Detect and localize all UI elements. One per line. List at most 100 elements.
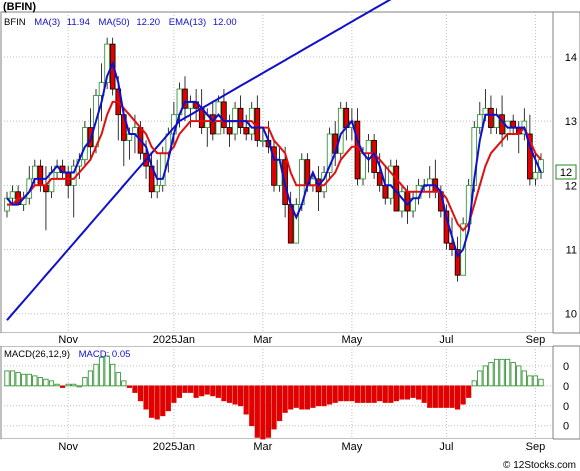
macd-bar (121, 380, 127, 387)
macd-bar (149, 385, 155, 418)
macd-bar (254, 385, 260, 438)
macd-bar (416, 385, 422, 400)
macd-bar (477, 370, 483, 387)
macd-bar (37, 377, 43, 387)
macd-bar (338, 385, 344, 402)
ema13-line (7, 100, 542, 232)
legend-ma50-value: 12.20 (136, 17, 160, 28)
month-label-upper: Mar (253, 334, 272, 346)
macd-bar (98, 357, 105, 387)
indicator-lines (6, 0, 542, 321)
month-strip-lower (1, 439, 553, 452)
macd-bar (54, 383, 60, 387)
month-label-lower: Nov (58, 441, 78, 453)
price-tick-label: 12 (565, 180, 577, 192)
macd-bar (137, 385, 144, 402)
macd-bar (388, 385, 394, 403)
macd-bar (160, 385, 166, 417)
macd-legend: MACD(26,12,9) MACD: 0.05 (4, 349, 130, 360)
candle-body (388, 165, 394, 199)
macd-bar (310, 385, 316, 408)
month-label-lower: Sep (526, 441, 546, 453)
macd-legend-value-label: MACD: (79, 349, 110, 360)
macd-bar (460, 385, 466, 405)
macd-bar (4, 370, 10, 387)
candle-body (454, 249, 461, 276)
macd-bar (276, 385, 283, 422)
macd-bar (454, 385, 461, 410)
macd-tick-label: 0 (563, 421, 569, 433)
macd-bar (332, 385, 338, 403)
macd-bar (371, 385, 377, 403)
macd-bar (360, 385, 366, 403)
legend-ma50-label: MA(50) (99, 17, 130, 28)
macd-bar (327, 385, 333, 405)
macd-bar (260, 385, 266, 440)
macd-bar (193, 385, 199, 398)
macd-bar (110, 363, 116, 387)
macd-bar (349, 385, 355, 402)
month-strip-upper (1, 333, 553, 346)
macd-tick-label: 0 (563, 361, 569, 373)
macd-bar (93, 363, 99, 387)
macd-axis-area (552, 345, 580, 440)
candle-body (182, 88, 188, 109)
macd-bar (9, 370, 16, 387)
candle-body (510, 120, 516, 128)
macd-bar (443, 385, 450, 408)
month-label-upper: Nov (58, 334, 78, 346)
candle-body (376, 172, 383, 186)
macd-bar (176, 385, 183, 398)
candle-body (365, 139, 372, 154)
macd-bar (232, 385, 238, 405)
macd-bar (482, 365, 488, 387)
macd-bar (288, 385, 294, 410)
ma3-line (6, 60, 542, 259)
price-axis-labels: 10 11 12 13 14 (565, 52, 577, 321)
candle-body (243, 127, 249, 135)
macd-bar (132, 385, 138, 393)
macd-bar (399, 385, 405, 400)
macd-bar (210, 385, 216, 397)
macd-bar (76, 385, 82, 388)
candle-body (326, 133, 333, 173)
macd-bar (238, 385, 244, 407)
month-label-upper: Sep (526, 334, 546, 346)
macd-bar (410, 385, 416, 398)
macd-tick-label: 0 (563, 381, 569, 393)
footer-copyright: © 12Stocks.com (503, 460, 576, 471)
price-tick-label: 10 (565, 309, 577, 321)
candle-body (360, 152, 366, 180)
macd-bar (427, 385, 433, 408)
last-price-tag (555, 164, 577, 180)
macd-bar (115, 372, 121, 387)
macd-bar (521, 370, 527, 387)
macd-bar (538, 378, 544, 387)
macd-bar (182, 385, 188, 393)
macd-bar (71, 383, 77, 387)
macd-bar (143, 385, 149, 410)
candle-body (477, 114, 483, 128)
macd-bar (243, 385, 249, 415)
price-tick-label: 14 (565, 52, 577, 64)
macd-bar (510, 362, 516, 387)
macd-bar (204, 385, 210, 395)
legend-ema13-value: 12.00 (213, 17, 237, 28)
macd-bar (393, 385, 399, 402)
candle-body (271, 146, 277, 186)
macd-bar (154, 385, 160, 420)
macd-bar (321, 385, 327, 407)
candle-body (488, 107, 494, 128)
macd-bar (32, 375, 38, 387)
last-price-text: 12 (560, 167, 572, 179)
candle-body (154, 184, 160, 193)
macd-bar (82, 377, 88, 387)
macd-bar (21, 373, 27, 387)
candle-body (104, 43, 110, 84)
macd-bar (466, 385, 472, 398)
macd-bar (199, 385, 205, 397)
candle-body (382, 184, 389, 199)
macd-bar (43, 378, 49, 387)
macd-bar (265, 385, 272, 438)
